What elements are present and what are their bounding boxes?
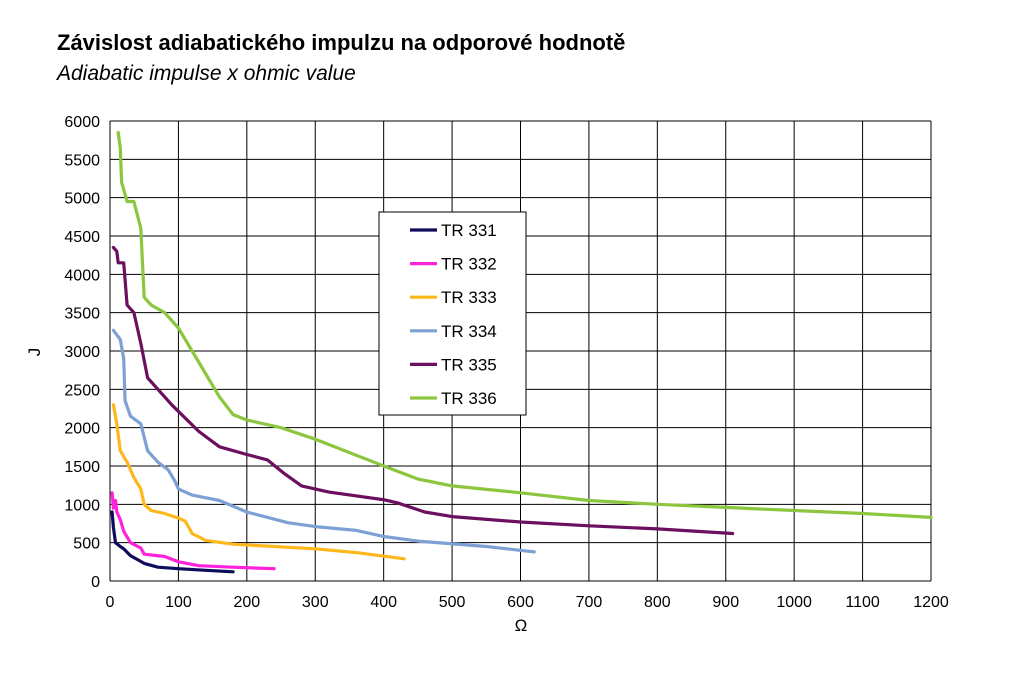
y-tick-label: 5500 [64,152,100,169]
y-tick-label: 500 [73,536,100,553]
x-tick-label: 300 [302,594,329,611]
series-line-tr-332 [110,491,276,571]
x-tick-label: 700 [576,594,603,611]
series-line-tr-334 [111,328,536,554]
x-tick-label: 500 [439,594,466,611]
series-line-tr-333 [111,403,406,561]
y-tick-label: 0 [91,574,100,591]
series-line-tr-336 [116,130,933,519]
y-tick-label: 3000 [64,344,100,361]
y-tick-label: 4500 [64,229,100,246]
x-tick-label: 1200 [913,594,949,611]
y-tick-label: 1000 [64,497,100,514]
legend-entry: TR 334 [441,322,497,341]
legend-entry: TR 332 [441,255,497,274]
y-tick-label: 6000 [64,114,100,131]
x-tick-label: 0 [106,594,115,611]
x-tick-label: 200 [233,594,260,611]
legend-entry: TR 333 [441,288,497,307]
y-tick-label: 2000 [64,421,100,438]
x-tick-label: 900 [712,594,739,611]
chart-subtitle: Adiabatic impulse x ohmic value [57,62,356,85]
x-tick-labels: 0 100 200 300 400 500 600 700 800 900 1000 1100 1200 [106,594,949,611]
y-tick-label: 1500 [64,459,100,476]
legend-entry: TR 336 [441,389,497,408]
legend-box [378,211,527,416]
x-tick-label: 400 [370,594,397,611]
x-tick-label: 1000 [776,594,812,611]
chart-title: Závislost adiabatického impulzu na odpor… [57,30,626,55]
y-tick-label: 5000 [64,191,100,208]
y-tick-labels: 0 500 1000 1500 2000 2500 3000 3500 4000 4500 5000… [64,114,100,591]
x-tick-label: 800 [644,594,671,611]
legend-entry: TR 335 [441,355,497,374]
x-tick-label: 600 [507,594,534,611]
legend-entry: TR 331 [441,221,497,240]
x-tick-label: 1100 [845,594,880,611]
series-line-tr-335 [111,245,735,536]
y-tick-label: 2500 [64,382,100,399]
x-tick-label: 100 [165,594,192,611]
series-lines [110,130,933,574]
y-tick-label: 4000 [64,267,100,284]
legend: TR 331 TR 332 TR 333 TR 334 TR 335 TR 336 [378,211,527,416]
y-tick-label: 3500 [64,306,100,323]
y-axis-label: J [25,348,44,357]
series-line-tr-331 [110,510,235,574]
x-axis-label: Ω [515,616,528,635]
